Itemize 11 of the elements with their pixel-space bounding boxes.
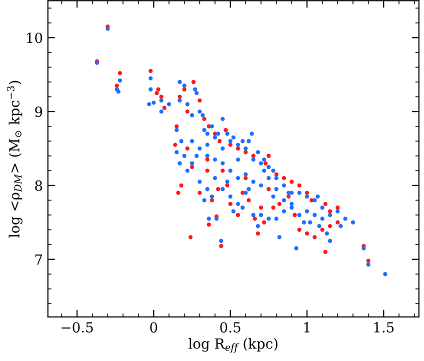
x-axis-title: log R$_{eff}$ (kpc) <box>188 338 278 353</box>
x-tick-label: 0 <box>150 322 158 333</box>
x-tick-label: 1.5 <box>374 322 394 333</box>
x-tick-label: −0.5 <box>62 322 93 333</box>
x-tick-label: 1 <box>304 322 310 332</box>
x-tick-label: 0.5 <box>220 322 240 333</box>
y-tick-label: 10 <box>27 32 42 44</box>
y-tick-label: 8 <box>35 180 42 191</box>
y-axis-title: log <ρ$_{DM}$> (M$_{⊙}$ kpc$^{−3}$) <box>7 80 22 238</box>
y-tick-label: 9 <box>35 106 42 118</box>
y-tick-label: 7 <box>35 254 42 265</box>
